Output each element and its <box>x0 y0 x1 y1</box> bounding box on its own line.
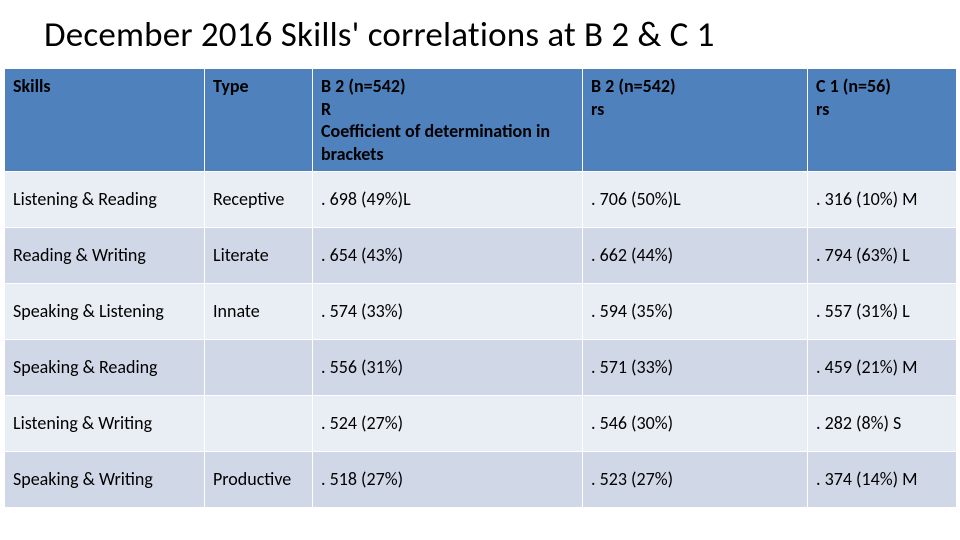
correlations-table: Skills Type B 2 (n=542)RCoefficient of d… <box>4 68 957 508</box>
table-header-row: Skills Type B 2 (n=542)RCoefficient of d… <box>5 69 957 172</box>
cell-c1-rs: . 282 (8%) S <box>808 396 957 452</box>
cell-type: Productive <box>205 452 313 508</box>
cell-b2-rs: . 706 (50%)L <box>583 172 808 228</box>
cell-type: Receptive <box>205 172 313 228</box>
slide-title: December 2016 Skills' correlations at B … <box>0 0 960 66</box>
cell-type <box>205 340 313 396</box>
table-row: Listening & Writing . 524 (27%) . 546 (3… <box>5 396 957 452</box>
cell-b2-r: . 556 (31%) <box>313 340 583 396</box>
cell-skills: Speaking & Reading <box>5 340 205 396</box>
col-header-b2-rs: B 2 (n=542)rs <box>583 69 808 172</box>
cell-c1-rs: . 557 (31%) L <box>808 284 957 340</box>
cell-c1-rs: . 459 (21%) M <box>808 340 957 396</box>
cell-b2-rs: . 594 (35%) <box>583 284 808 340</box>
cell-c1-rs: . 374 (14%) M <box>808 452 957 508</box>
slide: December 2016 Skills' correlations at B … <box>0 0 960 540</box>
table-row: Speaking & Listening Innate . 574 (33%) … <box>5 284 957 340</box>
cell-b2-rs: . 571 (33%) <box>583 340 808 396</box>
cell-b2-r: . 698 (49%)L <box>313 172 583 228</box>
cell-skills: Listening & Writing <box>5 396 205 452</box>
cell-skills: Speaking & Writing <box>5 452 205 508</box>
table-row: Reading & Writing Literate . 654 (43%) .… <box>5 228 957 284</box>
cell-b2-rs: . 523 (27%) <box>583 452 808 508</box>
table-row: Listening & Reading Receptive . 698 (49%… <box>5 172 957 228</box>
cell-skills: Reading & Writing <box>5 228 205 284</box>
cell-c1-rs: . 794 (63%) L <box>808 228 957 284</box>
cell-b2-rs: . 546 (30%) <box>583 396 808 452</box>
cell-type: Innate <box>205 284 313 340</box>
cell-b2-r: . 524 (27%) <box>313 396 583 452</box>
cell-type <box>205 396 313 452</box>
cell-b2-r: . 654 (43%) <box>313 228 583 284</box>
cell-type: Literate <box>205 228 313 284</box>
cell-skills: Listening & Reading <box>5 172 205 228</box>
col-header-b2-r: B 2 (n=542)RCoefficient of determination… <box>313 69 583 172</box>
cell-b2-r: . 574 (33%) <box>313 284 583 340</box>
table-row: Speaking & Reading . 556 (31%) . 571 (33… <box>5 340 957 396</box>
cell-b2-r: . 518 (27%) <box>313 452 583 508</box>
cell-skills: Speaking & Listening <box>5 284 205 340</box>
table-row: Speaking & Writing Productive . 518 (27%… <box>5 452 957 508</box>
col-header-c1-rs: C 1 (n=56)rs <box>808 69 957 172</box>
cell-b2-rs: . 662 (44%) <box>583 228 808 284</box>
col-header-skills: Skills <box>5 69 205 172</box>
col-header-type: Type <box>205 69 313 172</box>
cell-c1-rs: . 316 (10%) M <box>808 172 957 228</box>
table-body: Listening & Reading Receptive . 698 (49%… <box>5 172 957 508</box>
